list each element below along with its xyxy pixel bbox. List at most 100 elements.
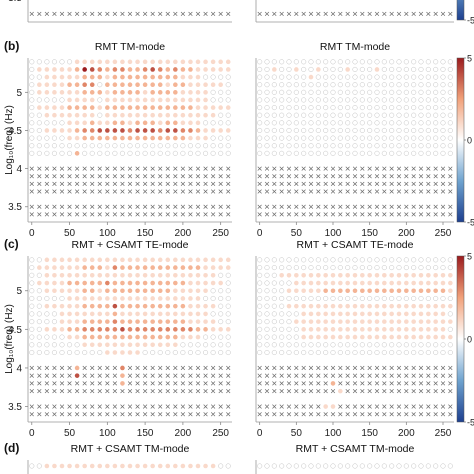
residual-point	[97, 121, 102, 126]
missing-data-cross	[158, 405, 162, 409]
residual-point	[419, 312, 424, 317]
residual-point	[345, 281, 350, 286]
residual-point	[316, 98, 321, 103]
missing-data-cross	[397, 374, 401, 378]
residual-point	[309, 265, 314, 270]
missing-data-cross	[211, 182, 215, 186]
missing-data-cross	[143, 174, 147, 178]
residual-point	[323, 281, 328, 286]
missing-data-cross	[189, 182, 193, 186]
residual-point	[196, 121, 201, 126]
residual-point	[397, 304, 402, 309]
residual-point	[45, 312, 50, 317]
residual-point	[211, 327, 216, 332]
residual-point	[404, 304, 409, 309]
residual-point	[52, 335, 57, 340]
missing-data-cross	[404, 174, 408, 178]
residual-point	[448, 327, 453, 332]
residual-point	[419, 75, 424, 80]
missing-data-cross	[211, 167, 215, 171]
residual-point	[173, 319, 178, 324]
residual-point	[90, 304, 95, 309]
residual-point	[45, 464, 50, 469]
residual-point	[75, 335, 80, 340]
missing-data-cross	[30, 405, 34, 409]
residual-point	[287, 342, 292, 347]
residual-point	[75, 82, 80, 87]
missing-data-cross	[196, 174, 200, 178]
residual-point	[135, 75, 140, 80]
residual-point	[279, 113, 284, 118]
missing-data-cross	[68, 212, 72, 216]
residual-point	[196, 67, 201, 72]
residual-point	[367, 312, 372, 317]
residual-point	[165, 105, 170, 110]
residual-point	[181, 67, 186, 72]
residual-point	[419, 151, 424, 156]
residual-point	[113, 327, 118, 332]
residual-point	[90, 342, 95, 347]
residual-point	[448, 82, 453, 87]
residual-point	[287, 304, 292, 309]
missing-data-cross	[181, 374, 185, 378]
residual-point	[375, 75, 380, 80]
residual-point	[323, 113, 328, 118]
residual-point	[90, 75, 95, 80]
residual-point	[448, 342, 453, 347]
residual-point	[404, 296, 409, 301]
missing-data-cross	[121, 412, 125, 416]
residual-point	[173, 67, 178, 72]
missing-data-cross	[346, 167, 350, 171]
missing-data-cross	[419, 389, 423, 393]
x-tick-label: 0	[29, 228, 35, 239]
residual-point	[272, 98, 277, 103]
missing-data-cross	[75, 389, 79, 393]
residual-point	[196, 327, 201, 332]
residual-point	[203, 296, 208, 301]
residual-point	[375, 319, 380, 324]
residual-point	[173, 151, 178, 156]
missing-data-cross	[434, 212, 438, 216]
residual-point	[272, 67, 277, 72]
residual-point	[135, 464, 140, 469]
missing-data-cross	[331, 205, 335, 209]
residual-point	[97, 273, 102, 278]
residual-point	[294, 151, 299, 156]
missing-data-cross	[419, 190, 423, 194]
missing-data-cross	[151, 12, 155, 16]
residual-point	[203, 312, 208, 317]
residual-point	[301, 121, 306, 126]
missing-data-cross	[105, 182, 109, 186]
missing-data-cross	[166, 366, 170, 370]
residual-point	[150, 464, 155, 469]
residual-point	[203, 342, 208, 347]
residual-point	[52, 288, 57, 293]
missing-data-cross	[272, 405, 276, 409]
residual-point	[404, 121, 409, 126]
residual-point	[331, 288, 336, 293]
missing-data-cross	[302, 190, 306, 194]
residual-point	[257, 304, 262, 309]
residual-point	[135, 98, 140, 103]
residual-point	[211, 464, 216, 469]
missing-data-cross	[375, 366, 379, 370]
residual-point	[218, 60, 223, 65]
residual-point	[441, 121, 446, 126]
missing-data-cross	[280, 182, 284, 186]
residual-point	[82, 128, 87, 133]
missing-data-cross	[83, 12, 87, 16]
residual-point	[150, 82, 155, 87]
residual-point	[113, 121, 118, 126]
residual-point	[150, 273, 155, 278]
residual-point	[360, 296, 365, 301]
residual-point	[345, 312, 350, 317]
residual-point	[375, 98, 380, 103]
residual-point	[433, 273, 438, 278]
missing-data-cross	[397, 174, 401, 178]
residual-point	[279, 121, 284, 126]
residual-point	[257, 312, 262, 317]
missing-data-cross	[258, 182, 262, 186]
residual-point	[338, 90, 343, 95]
missing-data-cross	[37, 212, 41, 216]
residual-point	[105, 273, 110, 278]
